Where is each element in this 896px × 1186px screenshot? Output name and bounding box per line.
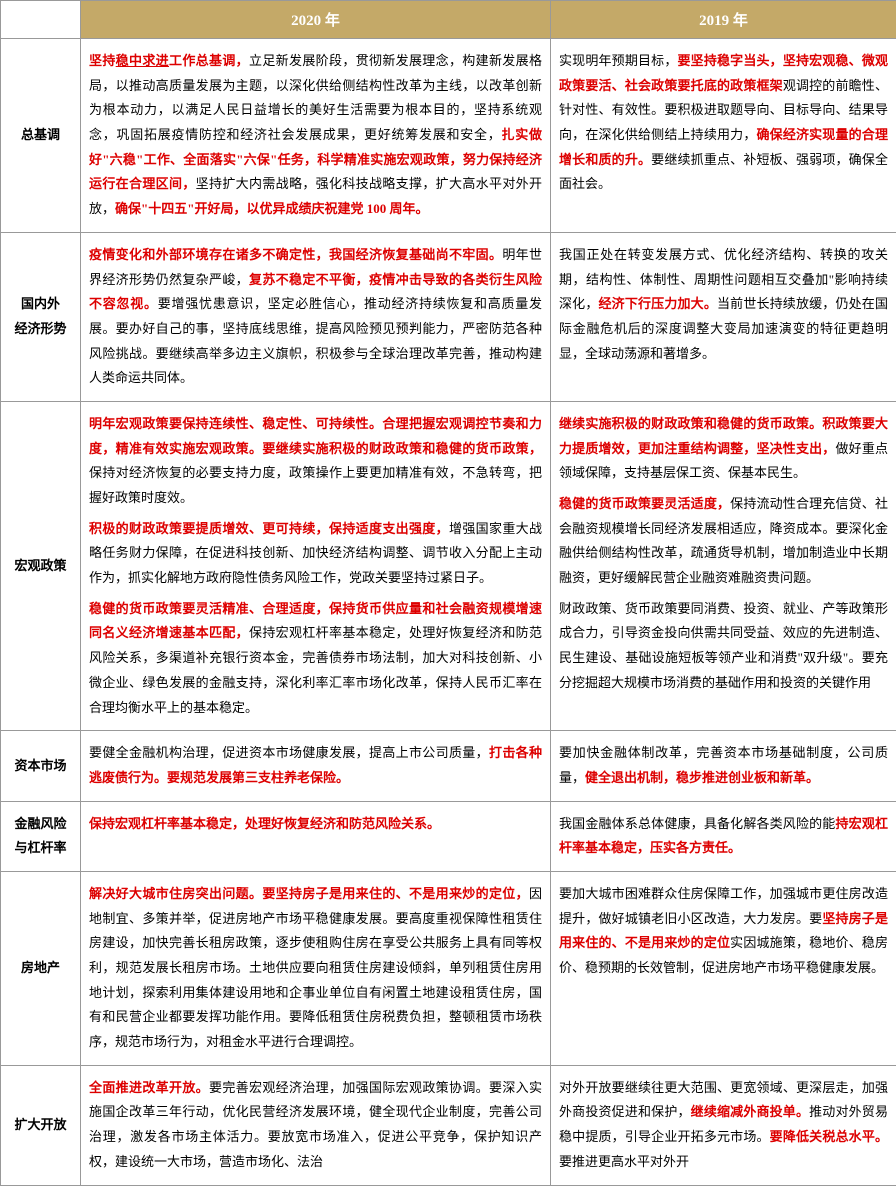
cell-2020: 明年宏观政策要保持连续性、稳定性、可持续性。合理把握宏观调控节奏和力度，精准有效… — [81, 401, 551, 730]
cell-2019: 我国金融体系总体健康，具备化解各类风险的能持宏观杠杆率基本稳定，压实各方责任。 — [551, 801, 896, 871]
row-label: 金融风险与杠杆率 — [1, 801, 81, 871]
table-row: 国内外经济形势疫情变化和外部环境存在诸多不确定性，我国经济恢复基础尚不牢固。明年… — [1, 232, 896, 401]
header-blank — [1, 1, 81, 39]
row-label: 资本市场 — [1, 731, 81, 801]
table-row: 宏观政策明年宏观政策要保持连续性、稳定性、可持续性。合理把握宏观调控节奏和力度，… — [1, 401, 896, 730]
table-row: 扩大开放全面推进改革开放。要完善宏观经济治理，加强国际宏观政策协调。要深入实施国… — [1, 1065, 896, 1185]
cell-2020: 全面推进改革开放。要完善宏观经济治理，加强国际宏观政策协调。要深入实施国企改革三… — [81, 1065, 551, 1185]
header-2020: 2020 年 — [81, 1, 551, 39]
cell-2020: 要健全金融机构治理，促进资本市场健康发展，提高上市公司质量，打击各种逃废债行为。… — [81, 731, 551, 801]
cell-2019: 继续实施积极的财政政策和稳健的货币政策。积政策要大力提质增效，更加注重结构调整，… — [551, 401, 896, 730]
cell-2019: 实现明年预期目标，要坚持稳字当头，坚持宏观稳、微观政策要活、社会政策要托底的政策… — [551, 39, 896, 233]
header-row: 2020 年 2019 年 — [1, 1, 896, 39]
cell-2019: 要加大城市困难群众住房保障工作，加强城市更住房改造提升，做好城镇老旧小区改造，大… — [551, 871, 896, 1065]
table-row: 总基调坚持稳中求进工作总基调，立足新发展阶段，贯彻新发展理念，构建新发展格局，以… — [1, 39, 896, 233]
row-label: 总基调 — [1, 39, 81, 233]
header-2019: 2019 年 — [551, 1, 896, 39]
cell-2020: 疫情变化和外部环境存在诸多不确定性，我国经济恢复基础尚不牢固。明年世界经济形势仍… — [81, 232, 551, 401]
cell-2019: 要加快金融体制改革，完善资本市场基础制度，公司质量，健全退出机制，稳步推进创业板… — [551, 731, 896, 801]
table-row: 金融风险与杠杆率保持宏观杠杆率基本稳定，处理好恢复经济和防范风险关系。我国金融体… — [1, 801, 896, 871]
row-label: 宏观政策 — [1, 401, 81, 730]
cell-2020: 保持宏观杠杆率基本稳定，处理好恢复经济和防范风险关系。 — [81, 801, 551, 871]
row-label: 扩大开放 — [1, 1065, 81, 1185]
row-label: 房地产 — [1, 871, 81, 1065]
row-label: 国内外经济形势 — [1, 232, 81, 401]
cell-2019: 我国正处在转变发展方式、优化经济结构、转换的攻关期，结构性、体制性、周期性问题相… — [551, 232, 896, 401]
comparison-table: 2020 年 2019 年 总基调坚持稳中求进工作总基调，立足新发展阶段，贯彻新… — [0, 0, 896, 1186]
table-row: 资本市场要健全金融机构治理，促进资本市场健康发展，提高上市公司质量，打击各种逃废… — [1, 731, 896, 801]
table-row: 房地产解决好大城市住房突出问题。要坚持房子是用来住的、不是用来炒的定位，因地制宜… — [1, 871, 896, 1065]
cell-2019: 对外开放要继续往更大范围、更宽领域、更深层走，加强外商投资促进和保护，继续缩减外… — [551, 1065, 896, 1185]
cell-2020: 坚持稳中求进工作总基调，立足新发展阶段，贯彻新发展理念，构建新发展格局，以推动高… — [81, 39, 551, 233]
cell-2020: 解决好大城市住房突出问题。要坚持房子是用来住的、不是用来炒的定位，因地制宜、多策… — [81, 871, 551, 1065]
